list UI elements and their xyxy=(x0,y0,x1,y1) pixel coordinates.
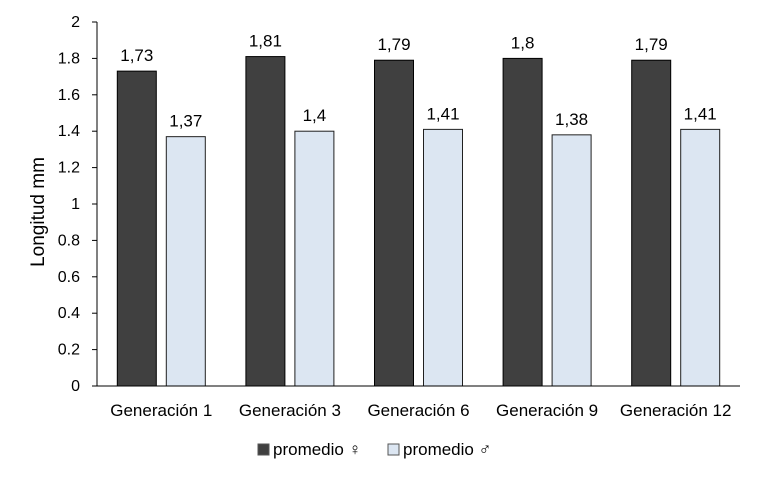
y-axis: 0 0.2 0.4 0.6 0.8 1 1.2 1.4 1.6 1.8 2 xyxy=(58,14,98,395)
y-tick-label: 0.4 xyxy=(58,305,80,322)
y-tick-label: 1 xyxy=(71,196,80,213)
bar-male xyxy=(165,136,206,387)
legend-label: promedio ♀ xyxy=(273,440,361,459)
legend-swatch xyxy=(257,443,270,456)
x-tick-label: Generación 9 xyxy=(496,401,598,420)
x-axis: Generación 1 Generación 3 Generación 6 Gene… xyxy=(97,385,740,420)
data-label: 1,73 xyxy=(120,46,153,65)
y-tick-label: 0.2 xyxy=(58,342,80,359)
bars: 1,73 1,37 1,81 1,4 1,79 1,41 1,8 1,38 1,79 1,41 xyxy=(116,32,721,387)
legend: promedio ♀ promedio ♂ xyxy=(257,440,491,459)
bar-male xyxy=(294,130,335,387)
y-tick-label: 1.8 xyxy=(58,50,80,67)
data-label: 1,38 xyxy=(555,110,588,129)
legend-swatch xyxy=(387,443,400,456)
y-tick-label: 1.2 xyxy=(58,160,80,177)
data-label: 1,37 xyxy=(169,112,202,131)
bar-female xyxy=(245,56,286,387)
bar-male xyxy=(551,134,592,387)
data-label: 1,8 xyxy=(511,33,535,52)
bar-female xyxy=(502,57,543,387)
bar-female xyxy=(631,59,672,387)
y-tick-label: 0.6 xyxy=(58,269,80,286)
data-label: 1,4 xyxy=(303,106,327,125)
y-tick-label: 1.4 xyxy=(58,123,80,140)
data-label: 1,41 xyxy=(426,104,459,123)
x-tick-label: Generación 12 xyxy=(620,401,732,420)
x-tick-label: Generación 6 xyxy=(367,401,469,420)
y-tick-label: 1.6 xyxy=(58,87,80,104)
data-label: 1,81 xyxy=(249,32,282,51)
x-tick-label: Generación 1 xyxy=(110,401,212,420)
y-tick-label: 0 xyxy=(71,378,80,395)
data-label: 1,79 xyxy=(635,35,668,54)
legend-label: promedio ♂ xyxy=(403,440,491,459)
data-label: 1,41 xyxy=(684,104,717,123)
bar-female xyxy=(116,70,157,387)
bar-male xyxy=(423,128,463,387)
y-tick-label: 0.8 xyxy=(58,232,80,249)
data-label: 1,79 xyxy=(377,35,410,54)
bar-male xyxy=(680,128,721,387)
y-axis-title: Longitud mm xyxy=(28,157,49,267)
x-tick-label: Generación 3 xyxy=(239,401,341,420)
bar-female xyxy=(374,59,414,387)
y-tick-label: 2 xyxy=(71,14,80,31)
